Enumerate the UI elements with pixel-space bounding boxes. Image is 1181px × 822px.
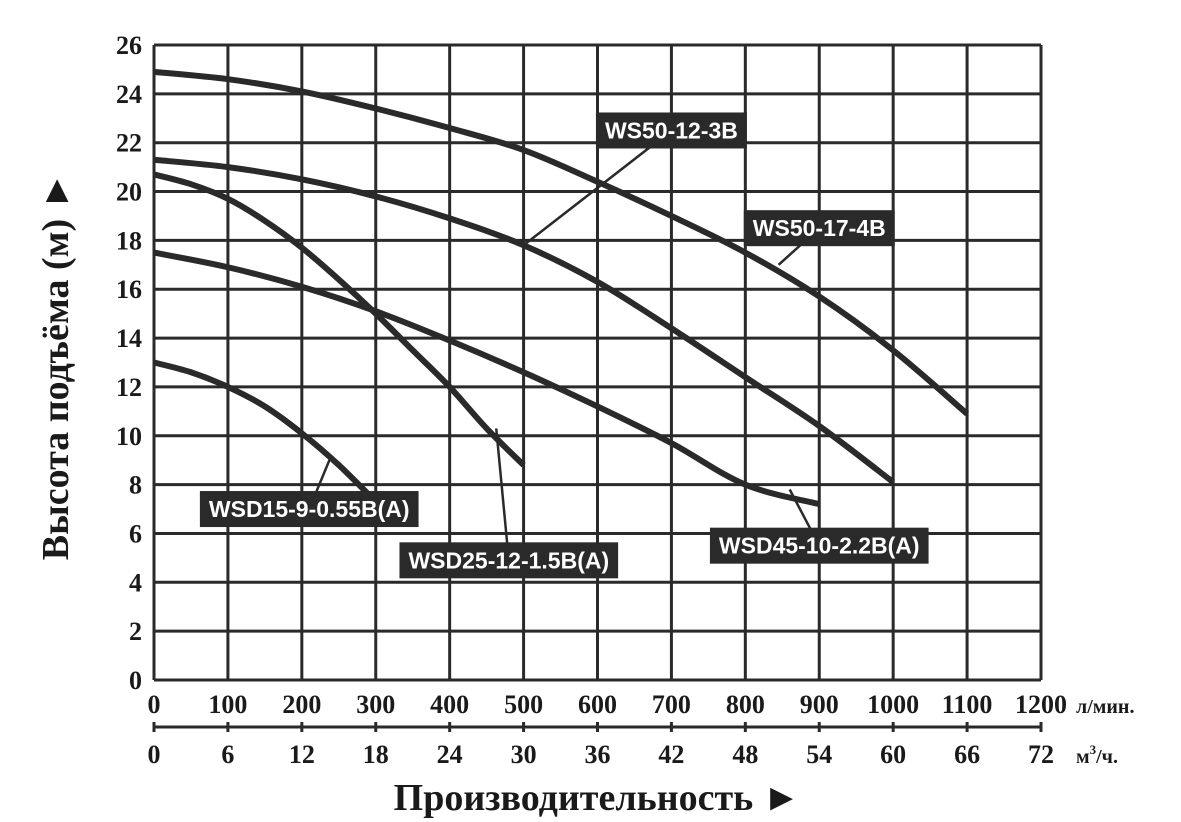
series-label-text: WS50-17-4B (753, 215, 886, 241)
x-tick-label: 500 (504, 690, 543, 719)
x2-unit-tail: /ч. (1095, 746, 1118, 768)
y-tick-label: 14 (116, 324, 142, 353)
series-label-bg (399, 542, 619, 579)
performance-curves (153, 68, 970, 508)
x2-tick-label: 12 (289, 740, 315, 769)
series-line-wsd15-9-0-55b-a (153, 359, 378, 504)
y-tick-label: 0 (129, 666, 142, 695)
series-label-text: WSD45-10-2.2B(A) (719, 533, 920, 559)
x2-tick-label: 72 (1028, 740, 1054, 769)
series-line-ws50-17-4b (153, 68, 970, 417)
x2-unit-label: м3/ч. (1076, 742, 1118, 768)
series-label-bg (709, 527, 929, 564)
x2-unit-base: м (1076, 746, 1090, 768)
x-axis-title: Производительность ► (394, 777, 801, 819)
series-line-ws50-12-3b (153, 156, 895, 485)
series-line-wsd45-10-2-2b-a (153, 249, 821, 508)
x-tick-label: 900 (800, 690, 839, 719)
x-tick-label: 200 (282, 690, 321, 719)
leader-line-wsd25-12-1-5b-a (494, 428, 511, 561)
y-tick-label: 2 (129, 617, 142, 646)
y-tick-label: 12 (116, 373, 142, 402)
series-label-text: WS50-12-3B (605, 117, 738, 143)
x2-tick-label: 42 (658, 740, 684, 769)
y-tick-label: 8 (129, 471, 142, 500)
series-label-bg (199, 491, 419, 528)
series-label-wsd25-12-1-5b-a: WSD25-12-1.5B(A) (399, 542, 619, 579)
y-tick-label: 10 (116, 422, 142, 451)
x-tick-label: 400 (430, 690, 469, 719)
series-label-text: WSD25-12-1.5B(A) (408, 547, 609, 573)
y-tick-label: 18 (116, 226, 142, 255)
y-tick-label: 24 (116, 80, 142, 109)
y-tick-label: 20 (116, 178, 142, 207)
x2-tick-label: 30 (511, 740, 537, 769)
x2-tick-label: 18 (363, 740, 389, 769)
x-axis: 0 100 200 300 400 500 600 700 800 900 1000 1100 1200… (148, 690, 1068, 769)
y-axis-title: Высота подъёма (м) ► (35, 172, 77, 560)
series-label-wsd45-10-2-2b-a: WSD45-10-2.2B(A) (709, 527, 929, 564)
x-tick-label: 800 (726, 690, 765, 719)
series-label-bg (595, 112, 747, 149)
x2-tick-label: 36 (585, 740, 611, 769)
x2-tick-label: 0 (148, 740, 161, 769)
series-label-ws50-12-3b: WS50-12-3B (595, 112, 747, 149)
series-label-bg (743, 210, 895, 247)
x-tick-label: 1100 (942, 690, 993, 719)
x2-tick-label: 60 (880, 740, 906, 769)
y-tick-label: 6 (129, 519, 142, 548)
x-tick-label: 700 (652, 690, 691, 719)
y-tick-label: 22 (116, 129, 142, 158)
series-label-ws50-17-4b: WS50-17-4B (743, 210, 895, 247)
x2-tick-label: 54 (806, 740, 832, 769)
x2-unit-sup: 3 (1090, 742, 1097, 757)
x-unit-label: л/мин. (1076, 696, 1134, 718)
y-tick-label: 4 (129, 568, 142, 597)
x2-tick-label: 24 (437, 740, 463, 769)
y-tick-label: 26 (116, 31, 142, 60)
x2-tick-label: 48 (732, 740, 758, 769)
x-tick-label: 0 (148, 690, 161, 719)
x-tick-label: 1000 (867, 690, 919, 719)
x2-tick-label: 6 (221, 740, 234, 769)
x-tick-label: 100 (208, 690, 247, 719)
x-tick-label: 600 (578, 690, 617, 719)
x-tick-label: 1200 (1015, 690, 1067, 719)
x-tick-label: 300 (356, 690, 395, 719)
series-label-text: WSD15-9-0.55B(A) (209, 496, 410, 522)
series-label-wsd15-9-0-55b-a: WSD15-9-0.55B(A) (199, 491, 419, 528)
x2-tick-label: 66 (954, 740, 980, 769)
series-line-wsd25-12-1-5b-a (153, 171, 526, 468)
leader-line-ws50-12-3b (522, 129, 673, 247)
series-labels: WSD15-9-0.55B(A) WSD25-12-1.5B(A) WSD45-10… (199, 112, 929, 579)
y-tick-label: 16 (116, 275, 142, 304)
